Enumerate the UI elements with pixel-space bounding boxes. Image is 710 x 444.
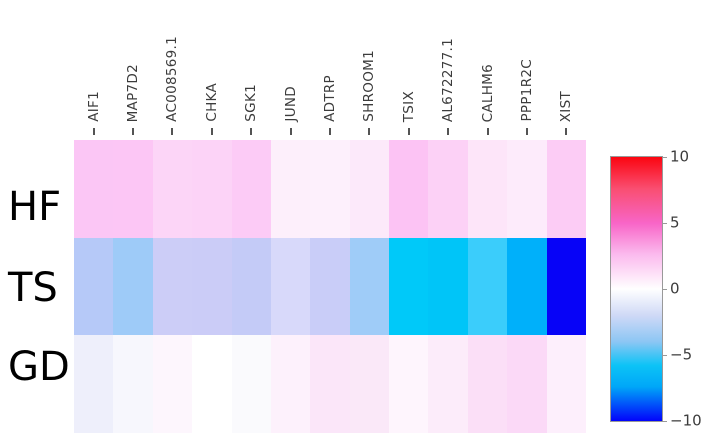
heatmap-cell-TS-XIST — [546, 237, 586, 336]
heatmap-cell-TS-AL672277.1 — [428, 237, 468, 336]
heatmap-cell-TS-PPP1R2C — [507, 237, 547, 336]
row-label-GD: GD — [8, 344, 70, 390]
heatmap-cell-GD-CALHM6 — [467, 335, 508, 433]
colorbar-tick-label-10: 10 — [670, 147, 690, 166]
colorbar-tick — [663, 288, 667, 290]
column-tick — [329, 128, 331, 135]
heatmap-cell-GD-MAP7D2 — [113, 335, 153, 433]
heatmap-cell-HF-AIF1 — [74, 140, 114, 238]
heatmap-cell-GD-CHKA — [192, 335, 232, 433]
colorbar-tick-label-5: 5 — [670, 213, 680, 232]
heatmap-cell-HF-JUND — [270, 140, 311, 238]
heatmap-cell-GD-JUND — [270, 335, 311, 433]
column-tick — [210, 128, 213, 135]
heatmap-cell-HF-SGK1 — [231, 140, 271, 238]
heatmap-cell-TS-MAP7D2 — [113, 237, 153, 336]
heatmap-grid — [74, 140, 586, 433]
colorbar-gradient — [611, 157, 662, 421]
heatmap-cell-TS-AIF1 — [74, 237, 114, 336]
column-label-TSIX: TSIX — [400, 90, 417, 122]
colorbar-tick — [663, 354, 667, 356]
heatmap-cell-GD-PPP1R2C — [507, 335, 547, 433]
column-tick — [250, 128, 253, 135]
heatmap-cell-GD-TSIX — [389, 335, 429, 433]
row-label-TS: TS — [8, 265, 58, 311]
heatmap-cell-HF-ADTRP — [310, 140, 350, 238]
heatmap-cell-HF-TSIX — [389, 140, 429, 238]
heatmap-cell-HF-AC008569.1 — [152, 140, 193, 238]
column-tick — [368, 128, 371, 135]
column-label-XIST: XIST — [558, 90, 575, 122]
heatmap-cell-HF-MAP7D2 — [113, 140, 153, 238]
colorbar-tick-label--5: −5 — [670, 345, 693, 364]
heatmap-cell-TS-SHROOM1 — [349, 237, 390, 336]
heatmap-cell-TS-SGK1 — [231, 237, 271, 336]
column-tick — [132, 128, 135, 135]
colorbar-tick-label--10: −10 — [670, 411, 702, 430]
heatmap-cell-TS-CALHM6 — [467, 237, 508, 336]
column-tick — [565, 128, 568, 135]
heatmap-cell-GD-AL672277.1 — [428, 335, 468, 433]
heatmap-cell-HF-XIST — [546, 140, 586, 238]
column-label-AL672277.1: AL672277.1 — [440, 37, 457, 122]
heatmap-cell-GD-XIST — [546, 335, 586, 433]
heatmap-cell-HF-PPP1R2C — [507, 140, 547, 238]
column-label-ADTRP: ADTRP — [322, 75, 338, 122]
colorbar — [610, 156, 663, 422]
column-tick — [525, 128, 528, 135]
column-label-CHKA: CHKA — [203, 83, 220, 122]
column-label-MAP7D2: MAP7D2 — [125, 63, 142, 122]
colorbar-tick — [663, 156, 667, 158]
column-label-PPP1R2C: PPP1R2C — [518, 59, 535, 122]
heatmap-cell-GD-SGK1 — [231, 335, 271, 433]
heatmap-cell-GD-SHROOM1 — [349, 335, 390, 433]
column-tick — [407, 128, 410, 135]
heatmap-cell-HF-SHROOM1 — [349, 140, 390, 238]
row-label-HF: HF — [8, 184, 62, 230]
heatmap-cell-HF-CHKA — [192, 140, 232, 238]
column-label-AC008569.1: AC008569.1 — [164, 36, 181, 122]
colorbar-tick — [663, 420, 667, 422]
column-label-CALHM6: CALHM6 — [479, 63, 496, 122]
heatmap-cell-TS-CHKA — [192, 237, 232, 336]
heatmap-cell-GD-ADTRP — [310, 335, 350, 433]
heatmap-cell-TS-TSIX — [389, 237, 429, 336]
heatmap-cell-TS-JUND — [270, 237, 311, 336]
column-label-SHROOM1: SHROOM1 — [361, 50, 378, 122]
column-label-JUND: JUND — [282, 86, 299, 122]
heatmap-cell-GD-AC008569.1 — [152, 335, 193, 433]
heatmap-cell-GD-AIF1 — [74, 335, 114, 433]
column-tick — [171, 128, 174, 135]
column-tick — [92, 128, 95, 135]
heatmap-cell-HF-AL672277.1 — [428, 140, 468, 238]
column-label-SGK1: SGK1 — [243, 84, 260, 122]
column-label-AIF1: AIF1 — [85, 91, 102, 122]
heatmap-cell-HF-CALHM6 — [467, 140, 508, 238]
colorbar-tick-label-0: 0 — [670, 279, 680, 298]
colorbar-tick — [663, 222, 667, 224]
heatmap-cell-TS-ADTRP — [310, 237, 350, 336]
column-tick — [289, 128, 292, 135]
column-tick — [447, 128, 450, 135]
heatmap-cell-TS-AC008569.1 — [152, 237, 193, 336]
column-tick — [486, 128, 489, 135]
